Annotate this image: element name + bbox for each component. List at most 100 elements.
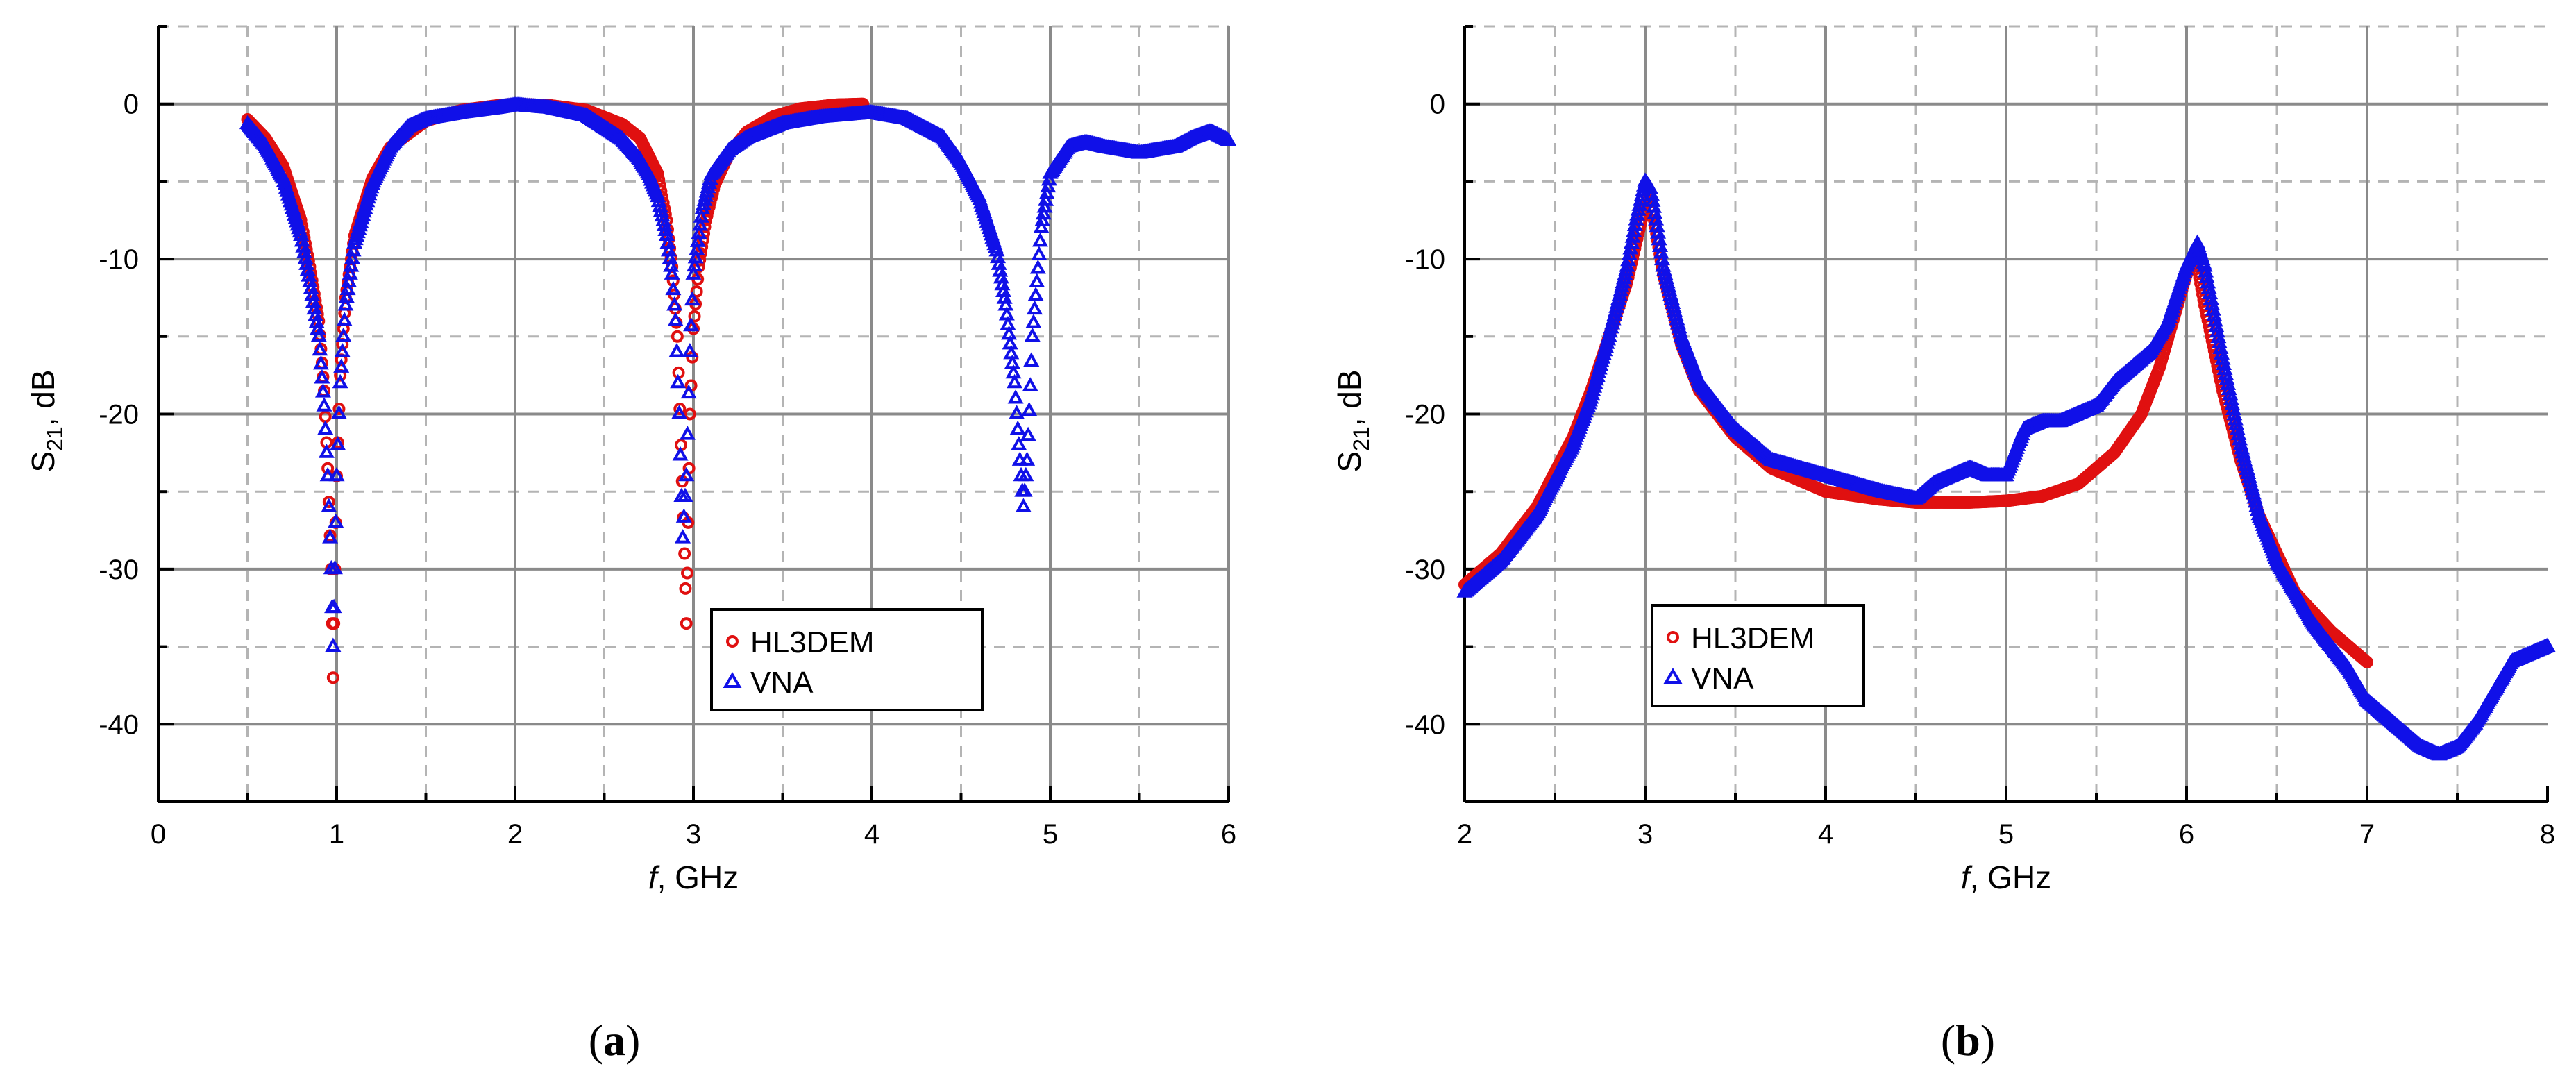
data-point-vna [665, 280, 682, 296]
data-point-vna [1007, 389, 1024, 404]
data-point-vna [337, 296, 354, 311]
data-point-vna [1015, 498, 1032, 512]
data-point-vna [343, 258, 360, 272]
legend-label-hl3dem: HL3DEM [1691, 621, 1815, 655]
data-point-hl3dem [673, 403, 687, 416]
data-point-vna [693, 208, 709, 223]
data-point-hl3dem [332, 403, 346, 416]
data-point-vna [666, 296, 683, 311]
y-tick-label: -30 [1405, 555, 1445, 585]
data-point-vna [2539, 637, 2556, 652]
data-point-vna [654, 207, 671, 222]
data-point-vna [1031, 246, 1047, 260]
y-tick-label: -40 [99, 709, 139, 740]
data-point-vna [657, 221, 674, 237]
y-tick-label: -40 [1405, 709, 1445, 740]
data-point-vna [326, 598, 342, 614]
data-point-vna [677, 487, 693, 503]
x-tick-label: 1 [329, 819, 344, 850]
data-point-vna [341, 273, 357, 288]
data-point-hl3dem [690, 285, 703, 298]
data-point-vna [332, 373, 348, 389]
data-point-vna [2225, 401, 2241, 415]
y-tick-label: -20 [99, 400, 139, 430]
data-point-vna [317, 420, 334, 435]
series-vna [1456, 172, 2556, 761]
data-point-vna [1020, 426, 1036, 441]
legend-marker-hl3dem [726, 635, 739, 648]
y-tick-label: -30 [99, 555, 139, 585]
data-point-vna [2216, 355, 2232, 370]
data-point-vna [1029, 273, 1045, 288]
y-tick-label: -20 [1405, 400, 1445, 430]
data-point-vna [328, 513, 344, 528]
data-point-hl3dem [2361, 655, 2373, 668]
data-point-hl3dem [683, 407, 696, 421]
y-axis-label: S21, dB [25, 369, 67, 472]
legend-box [1651, 604, 1865, 707]
data-point-vna [1019, 451, 1036, 466]
data-point-vna [687, 257, 703, 272]
data-point-vna [330, 436, 346, 450]
x-axis-label-var: f [1961, 859, 1973, 895]
data-point-vna [1026, 300, 1043, 315]
x-axis-label: f, GHz [648, 859, 739, 895]
legend: HL3DEM VNA [710, 608, 984, 711]
x-axis-label: f, GHz [1961, 859, 2051, 895]
data-point-vna [1009, 420, 1026, 435]
data-point-vna [312, 341, 328, 356]
data-point-vna [1038, 185, 1055, 199]
data-point-vna [345, 242, 362, 257]
data-point-vna [678, 466, 695, 482]
data-point-vna [682, 343, 698, 357]
data-point-vna [656, 217, 673, 232]
data-point-vna [680, 384, 697, 399]
data-point-vna [328, 466, 345, 482]
data-point-hl3dem [328, 617, 341, 630]
data-point-vna [1220, 132, 1237, 146]
data-point-vna [653, 202, 669, 217]
data-point-vna [1023, 352, 1040, 367]
x-tick-label: 2 [1457, 819, 1472, 850]
data-point-vna [2228, 416, 2245, 430]
data-point-vna [1009, 405, 1025, 419]
chart-panel-a: 0 1 2 3 4 5 6 0 -10 -20 -30 -40 f, GHz S21, dB HL3DEM V… [25, 25, 1237, 1065]
legend-label-vna: VNA [1691, 662, 1754, 696]
y-tick-label: 0 [124, 90, 139, 120]
y-axis-label: S21, dB [1331, 369, 1374, 472]
data-point-vna [692, 216, 709, 231]
data-point-vna [2226, 405, 2243, 421]
y-tick-label: -10 [99, 244, 139, 275]
data-point-hl3dem [688, 310, 701, 323]
data-point-vna [2218, 365, 2234, 380]
data-point-vna [316, 397, 332, 412]
data-point-vna [330, 405, 347, 419]
data-point-vna [685, 265, 702, 280]
data-point-vna [1016, 482, 1033, 497]
data-point-vna [1035, 205, 1052, 220]
data-point-vna [334, 343, 351, 357]
x-tick-label: 6 [2179, 819, 2194, 850]
panel-label: (b) [1941, 1016, 1995, 1065]
x-tick-label: 3 [686, 819, 701, 850]
data-point-vna [675, 529, 691, 544]
data-point-vna [650, 192, 667, 208]
x-tick-label: 6 [1221, 819, 1236, 850]
data-point-hl3dem [680, 617, 693, 630]
x-tick-label: 4 [1818, 819, 1833, 850]
data-point-hl3dem [322, 496, 335, 509]
y-axis-label-sub: 21 [42, 426, 67, 451]
data-point-vna [2216, 360, 2233, 376]
data-point-vna [1024, 327, 1041, 342]
data-point-vna [691, 224, 707, 239]
data-point-vna [319, 466, 336, 482]
series-vna [239, 96, 1237, 652]
y-tick-label: 0 [1430, 90, 1445, 120]
x-tick-label: 0 [151, 819, 166, 850]
data-point-vna [1022, 377, 1038, 391]
data-point-vna [335, 327, 352, 342]
data-point-vna [1027, 287, 1044, 301]
data-point-vna [687, 249, 704, 264]
data-point-vna [344, 250, 361, 264]
